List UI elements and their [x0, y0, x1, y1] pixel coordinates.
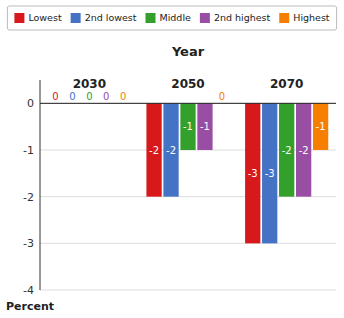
bar	[279, 103, 294, 196]
legend-swatch	[71, 13, 81, 23]
bar	[146, 103, 161, 196]
data-label: -2	[282, 145, 292, 156]
data-label: -2	[166, 145, 176, 156]
bar	[313, 103, 328, 150]
y-tick-label: -2	[23, 191, 34, 204]
legend-box	[7, 6, 336, 30]
data-label: -3	[248, 168, 258, 179]
data-label: 0	[103, 91, 109, 102]
legend: Lowest 2nd lowest Middle 2nd highest Highest	[7, 6, 336, 30]
grid-line	[40, 103, 336, 104]
grid-line	[40, 290, 336, 291]
legend-label: 2nd lowest	[85, 12, 137, 23]
legend-label: Lowest	[28, 12, 62, 23]
data-label: -1	[316, 121, 326, 132]
bar	[296, 103, 311, 196]
y-tick-label: -4	[23, 284, 34, 297]
legend-swatch	[200, 13, 210, 23]
bar	[180, 103, 195, 150]
bar	[197, 103, 212, 150]
bar	[245, 103, 260, 243]
legend-swatch	[279, 13, 289, 23]
y-axis-label: Percent	[6, 300, 54, 313]
bar	[262, 103, 277, 243]
title: Year	[171, 44, 205, 59]
data-label: 0	[219, 91, 225, 102]
y-tick-label: -3	[23, 237, 34, 250]
data-label: -2	[299, 145, 309, 156]
legend-swatch	[14, 13, 24, 23]
chart: Lowest 2nd lowest Middle 2nd highest Highest…	[0, 0, 344, 318]
data-label: 0	[52, 91, 58, 102]
y-tick-label: 0	[27, 97, 34, 110]
grid-line	[40, 243, 336, 244]
legend-swatch	[145, 13, 155, 23]
legend-label: Middle	[159, 12, 191, 23]
category-label: 2050	[171, 77, 204, 91]
category-label: 2030	[73, 77, 106, 91]
y-axis	[40, 80, 41, 290]
data-labels: 00000-2-2-1-10-3-3-2-2-1	[52, 91, 325, 178]
category-label: 2070	[270, 77, 303, 91]
bars	[146, 103, 328, 243]
zero-line	[40, 103, 336, 104]
y-tick-label: -1	[23, 144, 34, 157]
data-label: -2	[149, 145, 159, 156]
data-label: 0	[120, 91, 126, 102]
data-label: 0	[69, 91, 75, 102]
bar	[163, 103, 178, 196]
data-label: -1	[183, 121, 193, 132]
data-label: 0	[86, 91, 92, 102]
legend-label: 2nd highest	[214, 12, 271, 23]
grid	[40, 103, 336, 290]
data-label: -3	[265, 168, 275, 179]
data-label: -1	[200, 121, 210, 132]
legend-label: Highest	[293, 12, 330, 23]
